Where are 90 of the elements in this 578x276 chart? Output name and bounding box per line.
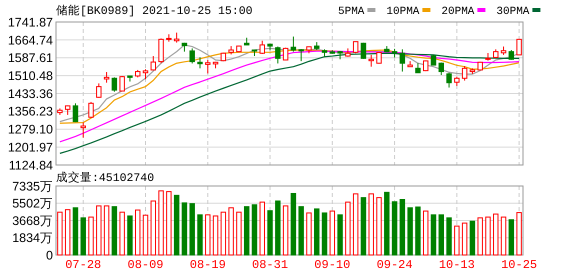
bar: [88, 216, 94, 256]
bar: [158, 190, 164, 256]
bar: [80, 217, 86, 256]
bar: [407, 207, 413, 256]
legend-label: 5PMA: [338, 6, 365, 18]
legend-label: 30PMA: [496, 6, 530, 18]
x-tick-label: 08-09: [128, 258, 164, 272]
bar: [197, 214, 203, 256]
bar: [142, 214, 148, 256]
bar: [314, 208, 320, 256]
x-tick-label: 09-10: [314, 258, 350, 272]
y-tick-label: 5502万: [12, 196, 53, 211]
bar: [236, 212, 242, 256]
bar: [260, 202, 265, 256]
bar: [72, 207, 78, 256]
bar: [127, 215, 133, 256]
bar: [306, 212, 312, 256]
bar: [368, 193, 374, 256]
bar: [267, 210, 273, 256]
chart-title: 储能[BK0989] 2021-10-25 15:00: [56, 4, 253, 18]
bar: [174, 194, 180, 256]
bar: [322, 212, 328, 256]
x-tick-label: 10-25: [501, 258, 538, 272]
bar: [104, 205, 110, 256]
bar: [57, 212, 63, 256]
bar: [384, 192, 390, 256]
bar: [330, 210, 336, 256]
bar: [400, 199, 406, 256]
y-tick-label: 1356.23: [8, 104, 54, 119]
x-tick-label: 10-13: [438, 258, 475, 272]
x-tick-label: 08-31: [252, 258, 288, 272]
y-tick-label: 0: [46, 248, 54, 262]
y-tick-label: 1124.84: [8, 158, 54, 172]
bar: [352, 193, 358, 256]
bar: [345, 202, 351, 256]
bar: [430, 214, 436, 256]
y-tick-label: 1587.61: [8, 51, 54, 66]
bar: [290, 192, 296, 256]
x-tick-label: 08-19: [190, 258, 226, 272]
bar: [228, 207, 234, 256]
bar: [446, 217, 452, 256]
bar: [205, 214, 210, 256]
y-tick-label: 3668万: [12, 214, 53, 228]
bar: [189, 203, 195, 256]
bar: [298, 206, 304, 256]
bar: [454, 226, 460, 256]
y-tick-label: 1741.87: [8, 15, 54, 30]
legend-label: 20PMA: [441, 6, 475, 18]
bar: [500, 216, 506, 256]
bar: [470, 220, 476, 256]
y-tick-label: 1834万: [12, 231, 53, 246]
bar: [182, 202, 188, 256]
bar: [392, 201, 398, 256]
bar: [337, 214, 343, 256]
y-tick-label: 1664.74: [8, 33, 54, 48]
bar: [135, 210, 140, 256]
x-tick-label: 07-28: [65, 258, 102, 272]
bar: [244, 206, 250, 256]
bar: [96, 205, 102, 256]
bar: [252, 204, 258, 256]
bar: [220, 212, 226, 256]
y-tick-label: 7335万: [12, 179, 53, 194]
bar: [212, 215, 218, 256]
candlestick: [454, 76, 460, 86]
bar: [282, 205, 288, 256]
bar: [508, 219, 514, 256]
bar: [485, 216, 491, 256]
bar: [415, 206, 421, 256]
y-tick-label: 1510.48: [8, 69, 54, 83]
bar: [112, 206, 118, 256]
y-tick-label: 1433.36: [8, 86, 54, 101]
x-tick-label: 09-24: [376, 258, 413, 272]
bar: [462, 222, 468, 256]
bar: [477, 217, 483, 256]
bar: [376, 197, 382, 256]
y-tick-label: 1279.10: [8, 122, 54, 137]
bar: [64, 209, 70, 256]
candlestick: [205, 59, 210, 74]
bar: [422, 210, 428, 256]
chart-title: 成交量:45102740: [56, 170, 154, 185]
legend-label: 10PMA: [386, 6, 420, 18]
y-tick-label: 1201.97: [8, 140, 54, 154]
bar: [438, 214, 444, 256]
bar: [150, 200, 156, 256]
bar: [360, 197, 366, 256]
bar: [166, 191, 172, 256]
bar: [493, 214, 498, 256]
bar: [516, 212, 522, 256]
bar: [275, 200, 281, 256]
bar: [119, 212, 125, 256]
